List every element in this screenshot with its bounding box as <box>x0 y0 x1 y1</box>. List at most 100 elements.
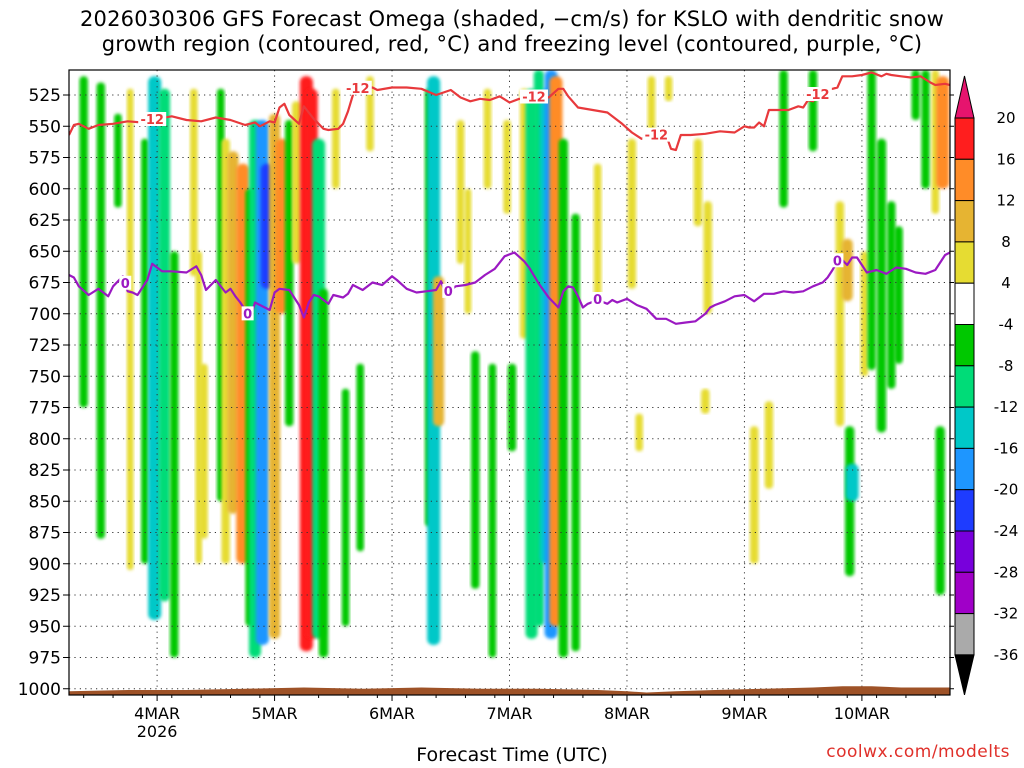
y-tick-label-950: 950 <box>29 617 61 637</box>
omega-shade-71 <box>921 70 930 189</box>
x-tick-label-1: 5MAR <box>252 704 298 723</box>
freezing-level-line <box>69 251 950 325</box>
omega-shade-69 <box>894 226 903 364</box>
omega-shade-67 <box>876 138 887 433</box>
colorbar: 20 16 12 8 4 -4 -8 -12 -16 -20 -24 -28 -32 -36 <box>954 75 1019 696</box>
x-tick-label-3: 7MAR <box>486 704 532 723</box>
omega-shade-74 <box>935 426 945 595</box>
omega-shade-4 <box>141 138 149 564</box>
colorbar-swatch-6 <box>954 365 975 408</box>
omega-shade-49 <box>593 163 602 302</box>
y-tick-label-675: 675 <box>29 274 61 294</box>
omega-shade-59 <box>779 70 788 208</box>
colorbar-label-6: -8 <box>999 357 1014 375</box>
x-year-label: 2026 <box>137 722 178 741</box>
fzl-label-1: 0 <box>243 307 252 322</box>
y-tick-label-875: 875 <box>29 524 61 544</box>
colorbar-label-3: 8 <box>1001 233 1011 251</box>
omega-shade-60 <box>808 70 818 152</box>
colorbar-swatch-0 <box>954 117 975 160</box>
omega-shade-2 <box>114 113 122 208</box>
fzl-label-bg-1 <box>241 306 254 321</box>
omega-shade-39 <box>503 120 511 214</box>
colorbar-swatch-7 <box>954 406 975 449</box>
dgz-label-4: -12 <box>806 88 830 103</box>
colorbar-label-7: -12 <box>994 398 1019 416</box>
omega-shade-36 <box>471 351 480 589</box>
fzl-label-3: 0 <box>593 293 602 308</box>
y-tick-label-725: 725 <box>29 336 61 356</box>
colorbar-label-8: -16 <box>994 439 1019 457</box>
omega-shade-64 <box>845 463 859 502</box>
colorbar-swatch-8 <box>954 447 975 491</box>
terrain-area <box>69 686 950 695</box>
fzl-label-0: 0 <box>121 277 130 292</box>
y-tick-label-650: 650 <box>29 242 61 262</box>
chart-title-line2: growth region (contoured, red, °C) and f… <box>101 32 923 56</box>
y-tick-label-900: 900 <box>29 555 61 575</box>
omega-shade-35 <box>464 188 472 314</box>
fzl-label-bg-3 <box>591 292 604 306</box>
dgz-label-3: -12 <box>645 129 669 144</box>
omega-shade-7 <box>170 251 179 658</box>
y-tick-label-850: 850 <box>29 492 61 512</box>
omega-shade-53 <box>664 76 673 102</box>
x-tick-label-6: 10MAR <box>834 704 890 723</box>
y-tick-label-575: 575 <box>29 149 61 169</box>
omega-shade-37 <box>483 88 492 189</box>
x-axis-title: Forecast Time (UTC) <box>416 744 608 766</box>
y-tick-label-700: 700 <box>29 305 61 325</box>
omega-shade-50 <box>627 138 637 289</box>
omega-shade-1 <box>96 82 106 539</box>
colorbar-swatch-2 <box>954 200 975 243</box>
omega-shade-28 <box>341 388 350 627</box>
omega-shade-58 <box>764 401 774 489</box>
dgz-label-bg-3 <box>642 127 671 142</box>
omega-shade-27 <box>331 88 340 189</box>
omega-shade-5 <box>148 76 162 620</box>
credit-text: coolwx.com/modelts <box>826 742 1010 762</box>
y-tick-label-1000: 1000 <box>18 680 61 700</box>
x-tick-label-0: 4MAR <box>134 704 180 723</box>
y-tick-label-800: 800 <box>29 430 61 450</box>
omega-shade-0 <box>79 76 88 408</box>
omega-shade-51 <box>635 413 643 452</box>
colorbar-swatch-3 <box>954 241 975 284</box>
fzl-label-bg-0 <box>119 275 132 290</box>
omega-shade-70 <box>911 70 920 120</box>
colorbar-label-13: -36 <box>994 646 1019 664</box>
colorbar-swatch-4 <box>954 282 975 326</box>
chart-title-line1: 2026030306 GFS Forecast Omega (shaded, −… <box>79 7 945 31</box>
omega-shade-38 <box>488 363 497 658</box>
dgz-label-bg-1 <box>343 80 372 95</box>
omega-shade-55 <box>703 201 712 314</box>
omega-shade-3 <box>126 88 134 570</box>
dgz-label-1: -12 <box>346 82 370 97</box>
colorbar-bottom-arrow <box>954 654 975 696</box>
dgz-label-bg-0 <box>138 112 167 126</box>
y-tick-label-600: 600 <box>29 180 61 200</box>
omega-shade-65 <box>860 251 869 377</box>
fzl-label-4: 0 <box>833 254 842 269</box>
colorbar-top-arrow <box>954 75 975 119</box>
omega-shade-10 <box>199 363 208 539</box>
omega-shade-21 <box>285 120 294 427</box>
colorbar-label-12: -32 <box>994 605 1019 623</box>
fzl-label-bg-4 <box>831 253 844 268</box>
dgz-label-2: -12 <box>522 91 546 106</box>
omega-shade-6 <box>158 88 170 602</box>
dgz-label-0: -12 <box>140 113 164 128</box>
colorbar-label-11: -28 <box>994 563 1019 581</box>
x-tick-label-5: 9MAR <box>721 704 767 723</box>
y-tick-label-550: 550 <box>29 117 61 137</box>
colorbar-label-2: 12 <box>996 192 1015 210</box>
colorbar-label-1: 16 <box>996 150 1015 168</box>
colorbar-label-10: -24 <box>994 522 1019 540</box>
omega-shade-26 <box>318 288 329 658</box>
dgz-label-bg-4 <box>803 87 832 101</box>
y-tick-label-825: 825 <box>29 461 61 481</box>
x-tick-label-4: 8MAR <box>604 704 650 723</box>
colorbar-swatch-10 <box>954 530 975 573</box>
y-tick-label-775: 775 <box>29 399 61 419</box>
